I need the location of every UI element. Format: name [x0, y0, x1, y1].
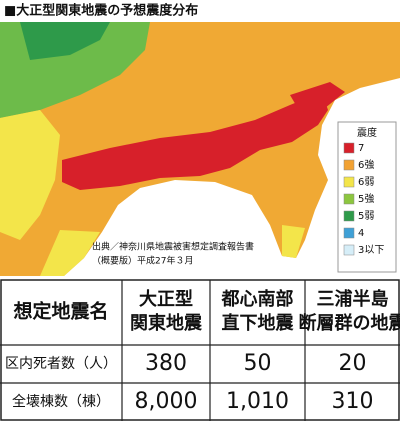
legend-label: 3以下: [358, 245, 384, 256]
table-cell: 1,010: [226, 389, 289, 414]
table-header: 直下地震: [222, 312, 295, 334]
table-cell: 380: [145, 351, 187, 376]
table-header: 想定地震名: [13, 300, 108, 323]
legend-label: 6弱: [358, 176, 374, 188]
table-cell: 310: [332, 389, 374, 414]
legend-swatch: [344, 177, 354, 187]
source-line: （概要版）平成27年３月: [92, 255, 193, 267]
legend-label: 7: [358, 143, 364, 154]
legend-label: 4: [358, 228, 364, 239]
table-header: 三浦半島: [317, 288, 389, 310]
table-cell: 50: [244, 351, 272, 376]
table-header: 大正型: [139, 288, 193, 310]
legend-swatch: [344, 160, 354, 170]
legend-swatch: [344, 194, 354, 204]
legend-swatch: [344, 211, 354, 221]
legend-label: 6強: [358, 158, 374, 171]
table-cell: 8,000: [135, 389, 198, 414]
legend-swatch: [344, 143, 354, 153]
table-cell: 20: [339, 351, 367, 376]
legend-swatch: [344, 245, 354, 255]
legend-label: 5強: [358, 192, 374, 205]
table-header: 関東地震: [130, 312, 203, 334]
table-header: 断層群の地震: [299, 312, 400, 334]
legend-title: 震度: [357, 126, 377, 139]
source-line: 出典／神奈川県地震被害想定調査報告書: [92, 241, 254, 253]
legend-swatch: [344, 228, 354, 238]
table-header: 都心南部: [221, 288, 294, 310]
title: ■大正型関東地震の予想震度分布: [4, 3, 198, 19]
legend-label: 5弱: [358, 210, 374, 222]
row-label: 区内死者数（人）: [5, 356, 117, 372]
row-label: 全壊棟数（棟）: [12, 393, 110, 410]
